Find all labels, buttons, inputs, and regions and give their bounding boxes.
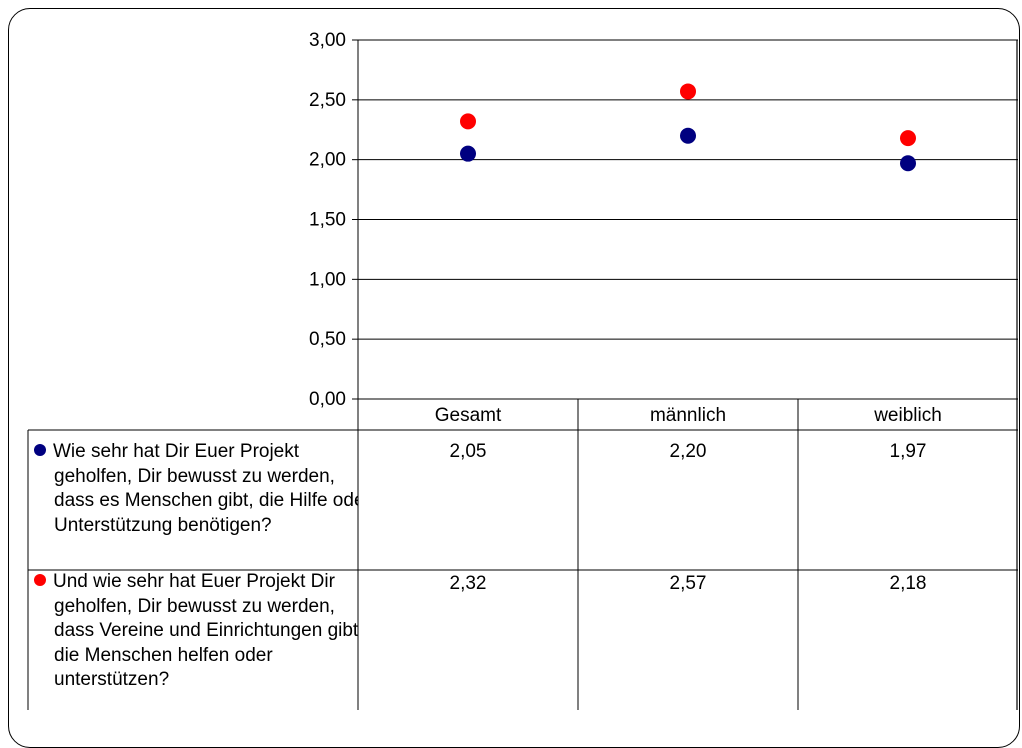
category-label: männlich xyxy=(650,405,726,426)
category-label: Gesamt xyxy=(435,405,502,426)
data-label: 2,05 xyxy=(450,441,487,462)
data-label: 2,18 xyxy=(890,573,927,594)
data-point xyxy=(680,127,696,144)
data-point xyxy=(460,113,476,130)
y-tick-label: 3,00 xyxy=(309,30,346,51)
data-point xyxy=(900,130,916,147)
series-1-marker-icon xyxy=(34,444,46,456)
data-point xyxy=(900,155,916,172)
y-tick-label: 1,50 xyxy=(309,210,346,231)
series-2-name: Und wie sehr hat Euer Projekt Dir geholf… xyxy=(53,571,358,690)
series-1-label: Wie sehr hat Dir Euer Projekt geholfen, … xyxy=(34,440,358,538)
y-tick-label: 2,50 xyxy=(309,90,346,111)
y-tick-label: 0,00 xyxy=(309,389,346,410)
series-1-name: Wie sehr hat Dir Euer Projekt geholfen, … xyxy=(53,441,358,536)
series-2-marker-icon xyxy=(34,574,46,586)
frame-edge xyxy=(1016,40,1018,710)
chart: 0,00 0,50 1,00 1,50 2,00 2,50 3,00 Gesamt männli… xyxy=(27,30,1018,710)
series-2-row: Und wie sehr hat Euer Projekt Dir geholf… xyxy=(28,570,358,710)
data-label: 1,97 xyxy=(890,441,927,462)
category-label: weiblich xyxy=(873,405,942,426)
y-tick-label: 2,00 xyxy=(309,150,346,171)
series-2-label: Und wie sehr hat Euer Projekt Dir geholf… xyxy=(34,570,358,693)
y-tick-label: 1,00 xyxy=(309,269,346,290)
data-label: 2,57 xyxy=(670,573,707,594)
data-point xyxy=(680,83,696,100)
y-tick-label: 0,50 xyxy=(309,329,346,350)
data-label: 2,32 xyxy=(450,573,487,594)
series-1-row: Wie sehr hat Dir Euer Projekt geholfen, … xyxy=(28,440,358,570)
data-label: 2,20 xyxy=(670,441,707,462)
data-point xyxy=(460,145,476,162)
